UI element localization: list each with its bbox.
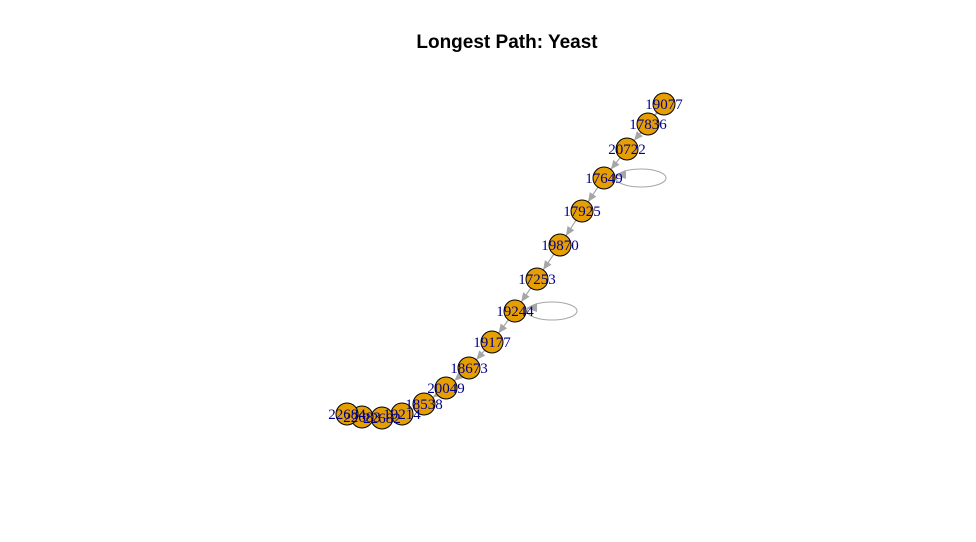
node-label: 17836 [629, 117, 667, 133]
node-label: 19177 [473, 335, 511, 351]
edge [565, 219, 577, 237]
edge [610, 157, 621, 170]
edge [587, 186, 599, 203]
graph-node [412, 392, 436, 416]
self-loop-edge [615, 168, 667, 188]
node-label: 19077 [645, 97, 683, 113]
graph-node [457, 356, 481, 380]
node-label: 22683 [343, 410, 381, 426]
graph-node [652, 92, 676, 116]
node-label: 19244 [496, 304, 534, 320]
graph-node [548, 233, 572, 257]
node-label: 20049 [427, 381, 465, 397]
self-loop-edge [526, 301, 578, 321]
edge [453, 371, 464, 382]
graph-node [592, 166, 616, 190]
graph-node [636, 112, 660, 136]
node-label: 20722 [608, 142, 646, 158]
graph-node [503, 299, 527, 323]
graph-node [480, 330, 504, 354]
graph-node [434, 376, 458, 400]
node-label: 17253 [518, 272, 556, 288]
node-label: 17925 [563, 204, 601, 220]
graph-node [335, 402, 359, 426]
node-layer [335, 92, 676, 430]
edge [520, 287, 532, 303]
node-label: 19870 [541, 238, 579, 254]
graph-node [615, 137, 639, 161]
node-label: 19214 [383, 407, 421, 423]
graph-node [525, 267, 549, 291]
edge [475, 349, 486, 361]
node-label: 17649 [585, 171, 623, 187]
node-label: 22684 [328, 407, 366, 423]
plot-title: Longest Path: Yeast [416, 32, 598, 53]
edge [498, 319, 509, 334]
node-label: 22682 [363, 411, 401, 427]
edge [633, 131, 643, 141]
edge [542, 253, 555, 271]
node-label: 18673 [450, 361, 488, 377]
node-label: 18538 [405, 397, 443, 413]
graph-node [570, 199, 594, 223]
label-layer: 19077 17836 20722 17649 17925 19870 17253 19244… [328, 97, 683, 427]
